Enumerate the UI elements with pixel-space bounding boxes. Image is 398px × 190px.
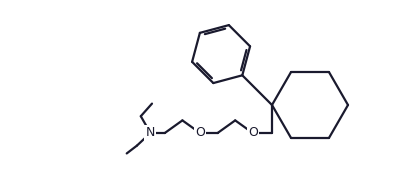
Text: O: O bbox=[248, 127, 258, 139]
Text: N: N bbox=[146, 127, 155, 139]
Text: O: O bbox=[195, 127, 205, 139]
